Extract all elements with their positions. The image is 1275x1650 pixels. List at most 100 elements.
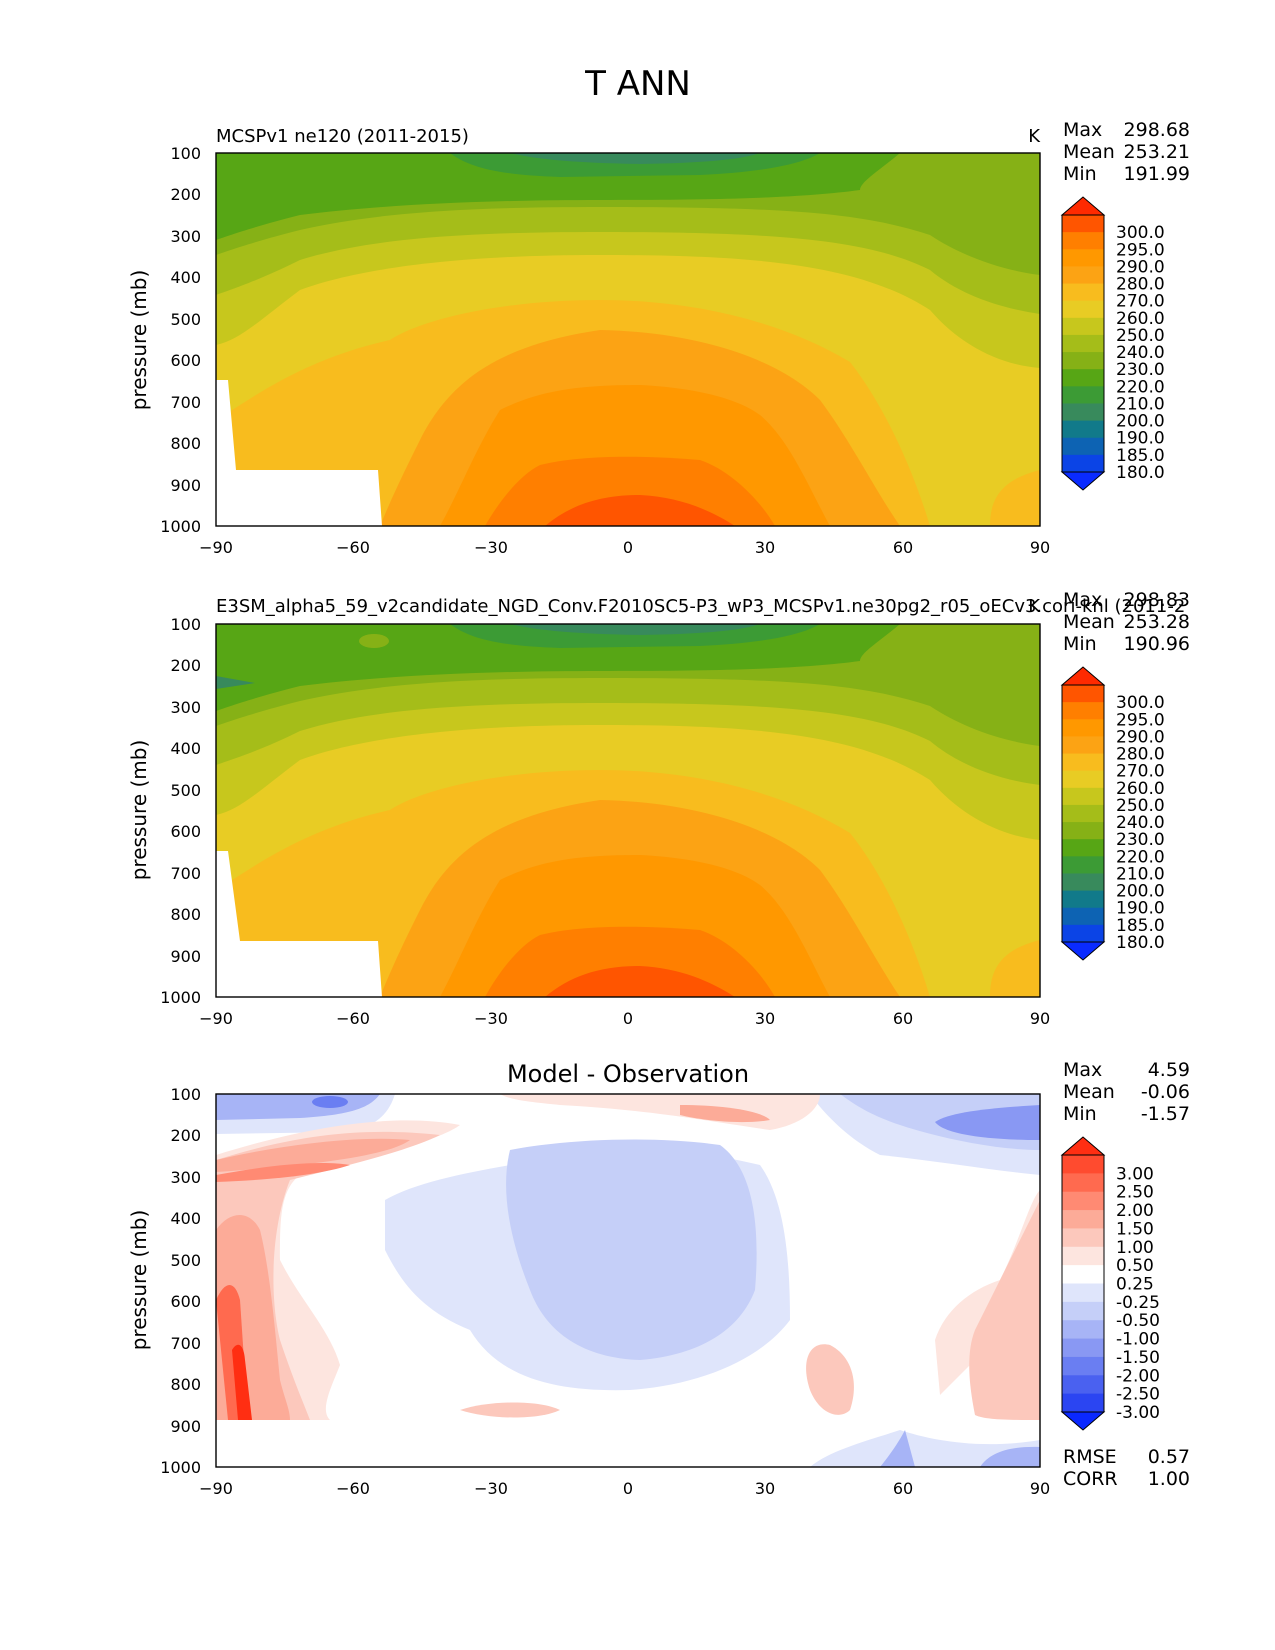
- colorbar-tick-label: 1.00: [1116, 1238, 1154, 1258]
- stat-label: Min: [1063, 1103, 1097, 1125]
- x-tick-label: 0: [623, 1009, 633, 1028]
- contour-field: [216, 153, 1040, 526]
- colorbar-tick-label: 185.0: [1116, 916, 1165, 936]
- stat-label: Min: [1063, 163, 1097, 185]
- y-tick-label: 1000: [160, 517, 201, 536]
- colorbar-tick-label: 200.0: [1116, 412, 1165, 432]
- colorbar-swatch: [1062, 787, 1104, 806]
- colorbar-swatch: [1062, 719, 1104, 737]
- y-axis-label: pressure (mb): [127, 1210, 151, 1351]
- contour-band: [485, 456, 775, 526]
- colorbar-swatch: [1062, 685, 1104, 703]
- units-label: K: [1028, 596, 1041, 617]
- colorbar-swatch: [1062, 437, 1104, 456]
- stat-label: Mean: [1063, 141, 1115, 163]
- y-tick-label: 300: [170, 698, 201, 717]
- colorbar-extend-max: [1060, 196, 1106, 216]
- colorbar-tick-label: -1.00: [1116, 1330, 1160, 1350]
- colorbar-swatch: [1062, 403, 1104, 422]
- y-tick-label: 500: [170, 1251, 201, 1270]
- y-tick-label: 900: [170, 1417, 201, 1436]
- x-tick-label: 60: [893, 538, 913, 557]
- y-tick-label: 900: [170, 476, 201, 495]
- colorbar: 300.0295.0290.0280.0270.0260.0250.0240.0…: [1060, 196, 1165, 491]
- colorbar-swatch: [1062, 839, 1104, 857]
- stat-value: 253.28: [1124, 611, 1190, 633]
- colorbar-extend-min: [1060, 1411, 1106, 1431]
- colorbar-swatch: [1062, 334, 1104, 353]
- colorbar-swatch: [1062, 1210, 1104, 1229]
- y-tick-label: 100: [170, 144, 201, 163]
- stats-box: Max 298.83 Mean 253.28 Min 190.96: [1063, 589, 1190, 655]
- plot-frame: [215, 623, 1041, 998]
- colorbar-swatch: [1062, 873, 1104, 892]
- colorbar-swatch: [1062, 890, 1104, 909]
- y-tick-label: 600: [170, 351, 201, 370]
- x-tick-label: −60: [336, 538, 370, 557]
- colorbar-swatch: [1062, 249, 1104, 267]
- colorbar-swatch: [1062, 1155, 1104, 1174]
- colorbar-swatch: [1062, 300, 1104, 319]
- colorbar-swatch: [1062, 1173, 1104, 1193]
- y-tick-label: 700: [170, 864, 201, 883]
- x-tick-label: −30: [474, 1009, 508, 1028]
- contour-band: [216, 1163, 350, 1182]
- y-tick-label: 400: [170, 268, 201, 287]
- colorbar-tick-label: -0.25: [1116, 1293, 1160, 1313]
- colorbar-extend-min: [1060, 471, 1106, 491]
- colorbar-tick-label: 300.0: [1116, 223, 1165, 243]
- x-tick-labels: −90 −60 −30 0 30 60 90: [199, 538, 1050, 557]
- colorbar-swatch: [1062, 1246, 1104, 1266]
- colorbar-tick-label: 230.0: [1116, 830, 1165, 850]
- colorbar-swatch: [1062, 369, 1104, 387]
- stat-label: Min: [1063, 633, 1097, 655]
- colorbar-tick-label: 270.0: [1116, 292, 1165, 312]
- colorbar-swatch: [1062, 386, 1104, 404]
- stat-label: Max: [1063, 1059, 1102, 1081]
- x-tick-label: −60: [336, 1009, 370, 1028]
- y-tick-label: 800: [170, 905, 201, 924]
- colorbar-tick-label: 290.0: [1116, 727, 1165, 747]
- colorbar-tick-label: 280.0: [1116, 745, 1165, 765]
- contour-band: [510, 624, 760, 635]
- contour-band: [680, 1105, 770, 1123]
- y-tick-label: 300: [170, 227, 201, 246]
- colorbar-tick-label: 220.0: [1116, 377, 1165, 397]
- stat-value: 253.21: [1124, 141, 1190, 163]
- contour-band: [935, 1105, 1040, 1140]
- colorbar-swatch: [1062, 1191, 1104, 1211]
- stats-box: Max 4.59 Mean -0.06 Min -1.57: [1063, 1059, 1190, 1125]
- stats-box: Max 298.68 Mean 253.21 Min 191.99: [1063, 119, 1190, 185]
- y-tick-label: 200: [170, 1126, 201, 1145]
- x-tick-label: 30: [755, 538, 775, 557]
- y-tick-label: 400: [170, 1209, 201, 1228]
- colorbar-tick-label: 300.0: [1116, 693, 1165, 713]
- stat-value: 190.96: [1124, 633, 1190, 655]
- colorbar-swatch: [1062, 736, 1104, 755]
- panel-title: MCSPv1 ne120 (2011-2015): [216, 126, 469, 147]
- colorbar-swatch: [1062, 283, 1104, 302]
- colorbar: 3.002.502.001.501.000.500.25-0.25-0.50-1…: [1060, 1136, 1160, 1431]
- colorbar-tick-label: 190.0: [1116, 429, 1165, 449]
- colorbar-extend-min: [1060, 941, 1106, 961]
- colorbar-swatch: [1062, 215, 1104, 233]
- colorbar-swatch: [1062, 232, 1104, 250]
- x-tick-labels: −90 −60 −30 0 30 60 90: [199, 1009, 1050, 1028]
- y-tick-label: 900: [170, 947, 201, 966]
- contour-band: [312, 1096, 348, 1108]
- colorbar-swatch: [1062, 1228, 1104, 1248]
- colorbar-swatch: [1062, 1301, 1104, 1321]
- panel-test: MCSPv1 ne120 (2011-2015) K 100 200 300 4…: [127, 119, 1190, 557]
- colorbar-swatch: [1062, 1320, 1104, 1340]
- x-tick-label: −30: [474, 1479, 508, 1498]
- contour-field: [216, 1094, 1040, 1467]
- colorbar-tick-label: 260.0: [1116, 779, 1165, 799]
- x-tick-label: −60: [336, 1479, 370, 1498]
- stat-label: Mean: [1063, 611, 1115, 633]
- x-tick-label: 60: [893, 1009, 913, 1028]
- stat-value: -0.06: [1141, 1081, 1190, 1103]
- contour-band: [980, 1446, 1040, 1467]
- missing-data-mask: [216, 851, 382, 997]
- colorbar-swatch: [1062, 1393, 1104, 1413]
- contour-band: [232, 1344, 252, 1420]
